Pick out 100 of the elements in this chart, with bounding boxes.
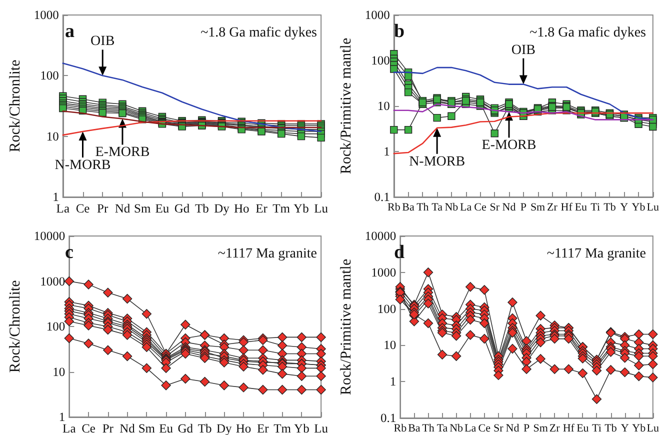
x-tick-label: La xyxy=(460,202,472,214)
y-tick-label: 0.1 xyxy=(374,190,390,204)
y-tick-label: 1 xyxy=(384,144,390,158)
x-tick-label: Hf xyxy=(562,422,575,434)
y-tick-label: 1000 xyxy=(371,265,396,280)
x-tick-label: Y xyxy=(620,202,628,214)
x-tick-label: Lu xyxy=(314,422,329,435)
x-tick-label: Th xyxy=(416,202,430,214)
text: ~1.8 Ga mafic dykes xyxy=(200,26,318,40)
x-tick-label: Nd xyxy=(502,202,516,214)
annotation: N-MORB xyxy=(409,154,466,170)
x-tick-label: Ce xyxy=(478,422,491,434)
x-tick-label: Eu xyxy=(155,202,170,216)
x-tick-label: Sm xyxy=(530,202,546,214)
y-axis-title: Rock/Chronlite xyxy=(8,59,24,152)
y-tick-label: 10 xyxy=(46,129,59,144)
x-tick-label: Ba xyxy=(402,202,415,214)
x-tick-label: Lu xyxy=(314,202,329,216)
x-tick-label: Nb xyxy=(450,422,464,434)
x-tick-label: Gd xyxy=(178,422,194,435)
y-tick-label: 0.1 xyxy=(380,411,396,425)
x-tick-label: La xyxy=(56,202,70,216)
annotation: N-MORB xyxy=(54,158,111,174)
x-tick-label: Nb xyxy=(444,202,459,214)
x-tick-label: Er xyxy=(257,422,270,435)
x-tick-label: Yb xyxy=(632,422,646,434)
x-tick-label: Sr xyxy=(490,202,500,214)
x-tick-label: Yb xyxy=(294,422,310,435)
x-tick-label: Er xyxy=(256,202,268,216)
chart-title: c xyxy=(65,242,74,263)
x-tick-label: Ba xyxy=(408,422,420,434)
x-tick-label: Sm xyxy=(134,202,151,216)
x-tick-label: Nd xyxy=(114,202,131,216)
x-tick-label: Sm xyxy=(533,422,548,434)
x-tick-label: La xyxy=(62,422,76,435)
x-tick-label: Dy xyxy=(216,422,233,435)
x-tick-label: Yb xyxy=(632,202,646,214)
x-tick-label: Tm xyxy=(272,202,290,216)
x-tick-label: Sr xyxy=(494,422,504,434)
x-tick-label: Ce xyxy=(82,422,96,435)
x-tick-label: Ta xyxy=(436,422,448,434)
text: ~1117 Ma granite xyxy=(546,246,646,262)
y-tick-label: 1 xyxy=(390,374,396,389)
x-tick-label: Hf xyxy=(560,202,573,214)
x-tick-label: Th xyxy=(422,422,435,434)
y-tick-label: 10000 xyxy=(34,229,66,243)
x-tick-label: Pr xyxy=(102,422,114,435)
x-tick-label: Tb xyxy=(194,202,209,216)
x-tick-label: Ti xyxy=(592,422,602,434)
x-tick-label: Nd xyxy=(120,422,136,435)
x-tick-label: Y xyxy=(620,422,629,434)
x-tick-label: Ti xyxy=(590,202,600,214)
chart-title: a xyxy=(65,21,75,42)
y-tick-label: 10 xyxy=(384,338,396,352)
x-tick-label: Gd xyxy=(174,202,190,216)
x-tick-label: Sm xyxy=(138,422,156,435)
x-tick-label: Tm xyxy=(274,422,292,435)
x-tick-label: Ta xyxy=(432,202,443,214)
x-tick-label: Rb xyxy=(387,202,401,214)
y-tick-label: 100 xyxy=(40,68,59,83)
y-tick-label: 10 xyxy=(52,364,66,379)
x-tick-label: Rb xyxy=(394,422,408,434)
x-tick-label: Ce xyxy=(76,202,90,216)
x-tick-label: Nd xyxy=(506,422,520,434)
x-tick-label: Eu xyxy=(576,422,590,434)
x-tick-label: Tb xyxy=(604,202,616,214)
x-tick-label: Lu xyxy=(646,422,660,434)
x-tick-label: Ce xyxy=(474,202,486,214)
x-tick-label: Tb xyxy=(198,422,212,435)
y-axis-title: Rock/Primitive mantle xyxy=(338,258,354,396)
x-tick-label: Ho xyxy=(236,422,252,435)
x-tick-label: Pr xyxy=(97,202,110,216)
y-tick-label: 1000 xyxy=(40,274,66,288)
y-tick-label: 1 xyxy=(52,190,59,204)
x-tick-label: Tb xyxy=(604,422,618,434)
y-tick-label: 1000 xyxy=(34,8,59,22)
x-tick-label: P xyxy=(523,422,530,434)
x-tick-label: Zr xyxy=(546,202,558,214)
x-tick-label: Yb xyxy=(294,202,309,216)
y-tick-label: 100 xyxy=(371,54,390,68)
x-tick-label: Zr xyxy=(549,422,560,434)
chart-title: d xyxy=(394,242,405,263)
x-tick-label: Lu xyxy=(646,202,660,214)
chart-title: b xyxy=(394,21,405,42)
y-tick-label: 100 xyxy=(377,302,396,316)
annotation: E-MORB xyxy=(95,145,150,160)
annotation: OIB xyxy=(90,34,115,50)
y-tick-label: 100 xyxy=(46,320,66,334)
text: ~1117 Ma granite xyxy=(218,246,318,262)
text: ~1.8 Ga mafic dykes xyxy=(530,26,646,40)
y-axis-title: Rock/Primitive mantle xyxy=(338,38,354,174)
annotation: E-MORB xyxy=(482,138,536,154)
annotation: OIB xyxy=(511,42,536,58)
y-axis-title: Rock/Chronlite xyxy=(8,280,24,373)
y-tick-label: 10 xyxy=(377,99,390,113)
y-tick-label: 1 xyxy=(58,410,66,424)
x-tick-label: La xyxy=(464,422,476,434)
y-tick-label: 10000 xyxy=(364,229,396,243)
x-tick-label: Eu xyxy=(159,422,174,435)
x-tick-label: Eu xyxy=(574,202,588,214)
